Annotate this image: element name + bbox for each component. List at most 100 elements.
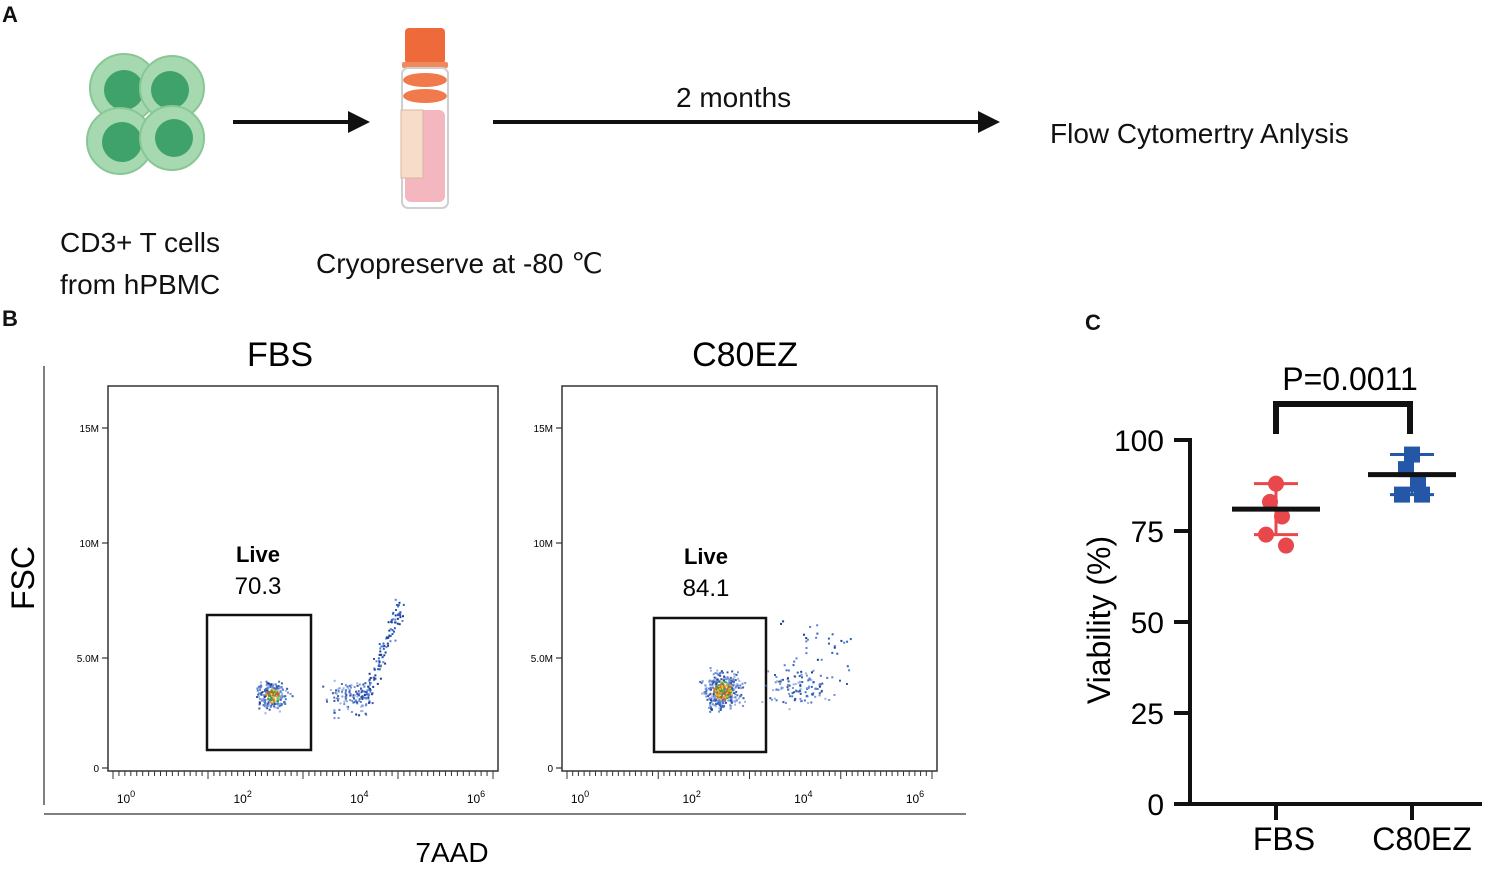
event-dot (705, 690, 708, 693)
event-dot (730, 701, 733, 704)
event-dot (818, 694, 821, 697)
event-dot (719, 683, 722, 686)
event-dot (373, 667, 376, 670)
event-dot (846, 640, 849, 643)
event-dot (818, 683, 821, 686)
event-dot (801, 676, 803, 679)
event-dot (788, 692, 791, 695)
event-dot (730, 699, 733, 702)
event-dot (389, 640, 392, 643)
event-dot (708, 697, 711, 700)
event-dot (810, 685, 813, 688)
event-dot (728, 684, 731, 686)
event-dot (716, 678, 719, 681)
event-dot (717, 693, 720, 696)
event-dot (724, 694, 727, 697)
event-dot (273, 698, 276, 701)
event-dot (788, 684, 791, 687)
event-dot (377, 665, 380, 667)
t-cell-icon-3 (86, 107, 154, 175)
event-dot (807, 679, 810, 682)
event-dot (726, 684, 729, 687)
event-dot (720, 670, 723, 673)
event-dot (728, 682, 731, 685)
event-dot (363, 694, 366, 696)
event-dot (258, 707, 261, 710)
event-dot (794, 683, 797, 685)
event-dot (367, 679, 370, 682)
event-dot (273, 703, 276, 706)
event-dot (719, 709, 722, 711)
event-dot (764, 684, 767, 687)
event-dot (816, 624, 819, 627)
event-dot (387, 621, 390, 624)
event-dot (358, 699, 361, 702)
event-dot (740, 687, 743, 690)
event-dot (791, 687, 794, 689)
event-dot (276, 697, 279, 700)
event-dot (836, 652, 839, 655)
event-dot (335, 689, 338, 692)
event-dot (395, 609, 397, 611)
event-dot (270, 690, 273, 693)
event-dot (714, 703, 717, 706)
event-dot (780, 686, 783, 689)
event-dot (774, 674, 776, 676)
event-dot (725, 701, 727, 704)
event-dot (377, 657, 380, 660)
event-dot (709, 689, 712, 692)
c-y-tick-label: 50 (1131, 607, 1164, 640)
event-dot (726, 671, 729, 674)
event-dot (720, 689, 723, 692)
event-dot (710, 709, 713, 711)
event-dot (726, 683, 728, 686)
event-dot (710, 669, 712, 672)
event-dot (849, 638, 852, 641)
event-dot (262, 700, 265, 703)
event-dot (719, 687, 721, 690)
event-dot (731, 670, 734, 673)
event-dot (279, 698, 282, 701)
event-dot (368, 700, 371, 703)
event-dot (735, 690, 738, 693)
event-dot (379, 653, 382, 656)
event-dot (256, 696, 258, 698)
event-dot (388, 629, 391, 632)
event-dot (256, 687, 259, 690)
event-dot (289, 692, 292, 695)
event-dot (276, 701, 279, 704)
event-dot (401, 620, 404, 622)
event-dot (770, 698, 773, 701)
event-dot (273, 687, 276, 690)
event-dot (792, 683, 795, 686)
event-dot (721, 685, 724, 688)
event-dot (267, 686, 270, 688)
event-dot (787, 677, 789, 680)
event-dot (269, 698, 272, 701)
event-dot (727, 694, 729, 696)
event-dot (345, 694, 348, 696)
panel-letter-a: A (2, 2, 18, 27)
event-dot (368, 701, 371, 704)
event-dot (261, 698, 264, 701)
event-dot (786, 684, 789, 686)
event-dot (713, 676, 716, 679)
event-dot (735, 684, 738, 687)
event-dot (720, 698, 722, 701)
event-dot (801, 681, 804, 683)
event-dot (373, 677, 376, 680)
event-dot (734, 699, 737, 702)
event-dot (718, 684, 721, 687)
event-dot (274, 688, 277, 691)
event-dot (731, 688, 734, 690)
event-dot (385, 646, 388, 649)
event-dot (333, 696, 336, 699)
event-dot (270, 693, 273, 695)
event-dot (729, 690, 732, 692)
c-series (1232, 446, 1456, 554)
event-dot (726, 676, 729, 679)
event-dot (718, 690, 721, 693)
event-dot (276, 706, 279, 709)
event-dot (382, 647, 385, 650)
event-dot (799, 681, 802, 684)
